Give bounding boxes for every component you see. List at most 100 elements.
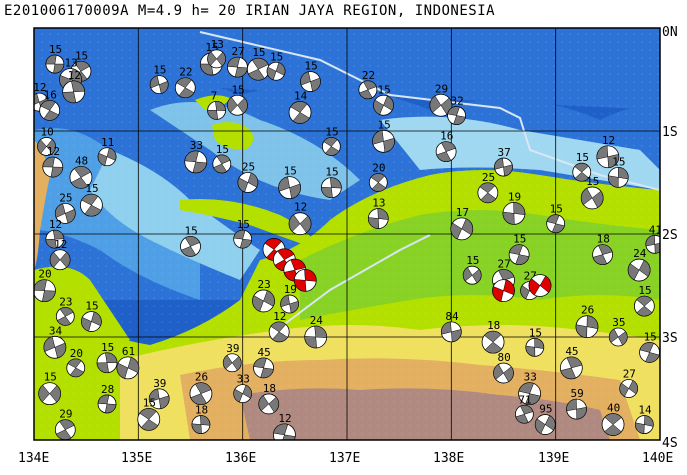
focal-mechanism — [97, 147, 117, 167]
focal-mechanism — [477, 182, 499, 204]
event-depth-label: 25 — [59, 191, 72, 204]
event-depth-label: 12 — [49, 218, 62, 231]
event-depth-label: 33 — [190, 139, 203, 152]
event-depth-label: 16 — [440, 130, 453, 143]
focal-mechanism — [174, 77, 196, 99]
event-depth-label: 15 — [513, 233, 526, 246]
focal-mechanism — [518, 382, 541, 406]
event-depth-label: 19 — [284, 283, 297, 296]
event-depth-label: 7 — [211, 89, 218, 102]
event-depth-label: 15 — [44, 371, 57, 384]
event-depth-label: 15 — [612, 155, 625, 168]
event-depth-label: 40 — [607, 402, 620, 415]
event-depth-label: 12 — [68, 69, 81, 82]
lat-label-0n: 0N — [662, 25, 678, 40]
event-depth-label: 39 — [153, 377, 166, 390]
focal-mechanism — [233, 229, 253, 249]
focal-mechanism — [300, 71, 321, 92]
focal-mechanism — [514, 404, 534, 424]
focal-mechanism — [373, 94, 394, 116]
event-depth-label: 95 — [539, 403, 552, 416]
focal-mechanism — [592, 244, 614, 266]
island-yapen — [180, 199, 320, 250]
focal-mechanism — [54, 419, 76, 440]
focal-mechanism — [62, 80, 86, 104]
event-depth-label: 33 — [237, 373, 250, 386]
event-depth-label: 15 — [529, 326, 542, 339]
focal-mechanism — [184, 150, 208, 174]
event-depth-label: 18 — [597, 233, 610, 246]
focal-mechanism — [43, 335, 67, 359]
event-depth-label: 20 — [372, 162, 385, 175]
event-depth-label: 15 — [270, 50, 283, 63]
focal-mechanism — [207, 101, 226, 120]
focal-mechanism — [358, 80, 378, 100]
event-depth-label: 15 — [550, 203, 563, 216]
focal-mechanism — [37, 137, 56, 156]
event-depth-label: 41 — [649, 223, 662, 236]
plate-boundary-south — [269, 234, 431, 336]
focal-mechanism — [280, 294, 300, 314]
event-depth-label: 15 — [284, 165, 297, 178]
focal-mechanism — [189, 382, 213, 406]
focal-mechanism — [80, 311, 102, 332]
event-depth-label: 15 — [378, 83, 391, 96]
focal-mechanism — [481, 330, 505, 354]
focal-mechanism — [639, 342, 660, 363]
event-depth-label: 15 — [49, 43, 62, 56]
lon-label-135e: 135E — [121, 451, 152, 466]
event-depth-label: 27 — [231, 45, 244, 58]
event-depth-label: 28 — [101, 383, 114, 396]
event-depth-label: 12 — [54, 238, 67, 251]
lon-label-140e: 140E — [642, 451, 673, 466]
longitude-labels: 134E 135E 136E 137E 138E 139E 140E — [18, 451, 673, 466]
focal-mechanism — [79, 193, 103, 217]
event-depth-label: 18 — [263, 382, 276, 395]
event-depth-label: 15 — [586, 175, 599, 188]
event-depth-label: 29 — [435, 82, 448, 95]
event-depth-label: 23 — [258, 278, 271, 291]
event-depth-label: 26 — [581, 304, 594, 317]
event-depth-label: 12 — [33, 81, 46, 94]
focal-mechanism — [253, 357, 274, 379]
event-depth-label: 45 — [258, 346, 271, 359]
focal-mechanism — [34, 279, 56, 303]
event-depth-label: 15 — [237, 218, 250, 231]
focal-mechanism — [429, 93, 453, 117]
focal-mechanism — [534, 414, 556, 435]
focal-mechanism — [137, 407, 161, 431]
event-depth-label: 15 — [304, 60, 317, 73]
event-depth-label: 15 — [101, 341, 114, 354]
focal-mechanism — [212, 154, 232, 174]
focal-mechanism — [367, 208, 389, 229]
event-depth-label: 12 — [278, 412, 291, 425]
focal-mechanism — [266, 61, 286, 81]
focal-mechanism — [288, 101, 312, 124]
event-depth-label: 12 — [273, 310, 286, 323]
focal-mechanism — [601, 413, 625, 436]
lon-label-136e: 136E — [225, 451, 256, 466]
event-depth-label: 12 — [602, 134, 615, 147]
focal-mechanism — [233, 384, 253, 404]
event-depth-label: 32 — [451, 95, 464, 108]
event-depth-label: 24 — [310, 314, 324, 327]
focal-mechanism — [148, 388, 170, 410]
event-depth-label: 13 — [372, 197, 385, 210]
event-depth-label: 22 — [362, 69, 375, 82]
focal-mechanism — [252, 289, 275, 313]
event-depth-label: 15 — [231, 83, 244, 96]
focal-mechanism — [321, 137, 341, 156]
latitude-labels: 0N 1S 2S 3S 4S — [662, 25, 678, 451]
lat-label-4s: 4S — [662, 436, 678, 451]
highlighted-focal-mechanism — [293, 268, 317, 292]
event-depth-label: 15 — [153, 64, 166, 77]
event-depth-label: 16 — [44, 88, 57, 101]
focal-mechanism — [45, 229, 65, 249]
event-depth-label: 12 — [294, 201, 307, 214]
focal-mechanism — [97, 394, 117, 414]
focal-mechanism — [502, 201, 526, 225]
event-depth-label: 71 — [518, 393, 531, 406]
event-depth-label: 15 — [576, 151, 589, 164]
